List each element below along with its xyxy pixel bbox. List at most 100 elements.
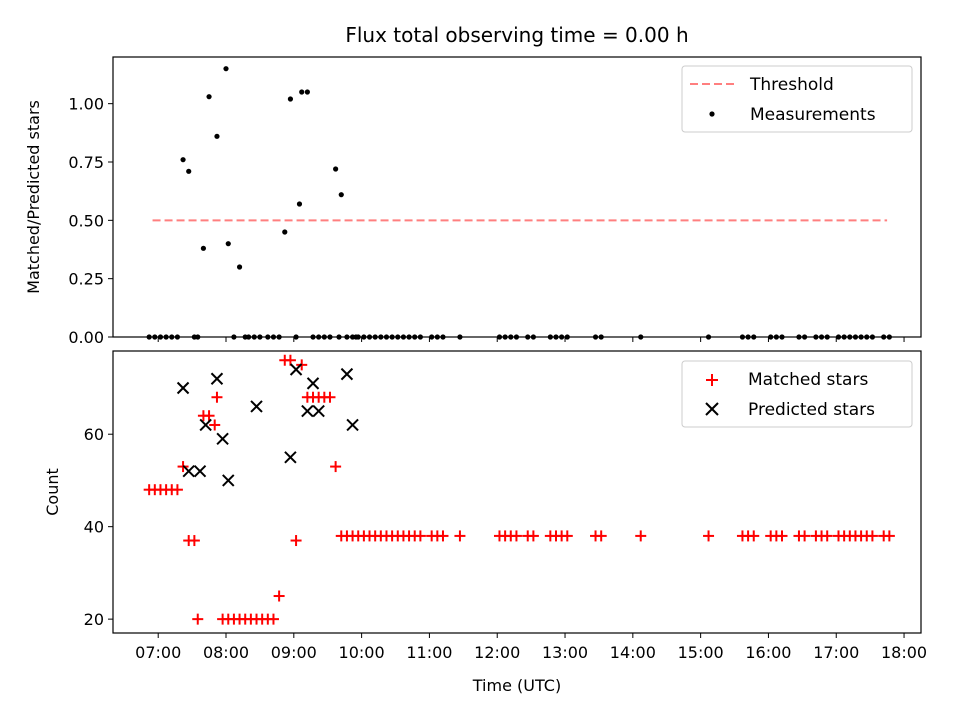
matched-star-point bbox=[748, 530, 760, 542]
matched-star-point bbox=[799, 530, 811, 542]
predicted-star-point bbox=[306, 377, 320, 390]
matched-star-point bbox=[437, 530, 449, 542]
chart-title: Flux total observing time = 0.00 h bbox=[345, 23, 688, 47]
predicted-star-point bbox=[182, 464, 195, 478]
bottom-y-tick-label: 40 bbox=[84, 518, 104, 537]
legend-matched-swatch bbox=[706, 374, 718, 386]
matched-star-point bbox=[209, 419, 221, 431]
matched-star-point bbox=[776, 530, 788, 542]
bottom-x-tick-label: 12:00 bbox=[474, 643, 520, 662]
legend-predicted-swatch bbox=[705, 402, 719, 416]
bottom-x-tick-label: 16:00 bbox=[745, 643, 791, 662]
matched-star-point bbox=[821, 530, 833, 542]
top-y-tick-label: 0.50 bbox=[68, 211, 104, 230]
legend-predicted-label: Predicted stars bbox=[748, 400, 875, 420]
predicted-star-point bbox=[284, 451, 297, 464]
matched-star-point bbox=[188, 535, 200, 547]
predicted-star-point bbox=[210, 372, 224, 385]
matched-star-point bbox=[883, 530, 895, 542]
measurement-point bbox=[223, 66, 229, 72]
bottom-x-tick-label: 14:00 bbox=[610, 643, 656, 662]
measurement-point bbox=[225, 241, 231, 247]
predicted-star-point bbox=[199, 418, 212, 432]
matched-star-point bbox=[171, 484, 183, 496]
matched-star-point bbox=[273, 590, 285, 602]
bottom-x-tick-label: 17:00 bbox=[813, 643, 859, 662]
matched-star-point bbox=[561, 530, 573, 542]
matched-star-point bbox=[527, 530, 539, 542]
bottom-x-tick-label: 15:00 bbox=[678, 643, 724, 662]
bottom-y-tick-label: 60 bbox=[84, 425, 104, 444]
measurement-point bbox=[296, 201, 303, 207]
matched-star-point bbox=[192, 613, 204, 625]
matched-star-point bbox=[595, 530, 607, 542]
bottom-y-tick-label: 20 bbox=[84, 610, 104, 629]
predicted-star-point bbox=[193, 464, 207, 478]
bottom-x-tick-label: 07:00 bbox=[135, 643, 181, 662]
bottom-legend: Matched stars Predicted stars bbox=[681, 360, 913, 428]
bottom-x-ticks: 07:00 08:00 09:00 10:00 11:00 12:00 13:00 14:00… bbox=[135, 633, 927, 662]
bottom-x-tick-label: 11:00 bbox=[406, 643, 452, 662]
measurement-point bbox=[304, 89, 310, 95]
top-y-tick-label: 1.00 bbox=[68, 95, 104, 114]
top-y-ticks: 0.00 0.25 0.50 0.75 1.00 bbox=[68, 95, 113, 347]
predicted-star-point bbox=[222, 474, 235, 487]
measurement-point bbox=[236, 264, 243, 270]
predicted-star-point bbox=[216, 432, 229, 446]
predicted-star-point bbox=[312, 404, 325, 418]
predicted-star-point bbox=[301, 404, 314, 418]
matched-star-point bbox=[454, 530, 466, 542]
measurement-point bbox=[333, 166, 339, 172]
bottom-x-tick-label: 08:00 bbox=[203, 643, 249, 662]
matched-star-point bbox=[290, 535, 302, 547]
top-legend: Threshold Measurements bbox=[681, 65, 913, 133]
matched-star-point bbox=[414, 530, 426, 542]
top-y-axis-label: Matched/Predicted stars bbox=[24, 100, 43, 294]
measurement-point bbox=[214, 133, 220, 139]
predicted-star-point bbox=[346, 418, 359, 432]
measurement-point bbox=[200, 245, 207, 251]
legend-matched-label: Matched stars bbox=[748, 370, 868, 390]
bottom-axes-frame bbox=[112, 350, 922, 634]
top-y-tick-label: 0.75 bbox=[68, 153, 104, 172]
predicted-star-point bbox=[176, 381, 190, 395]
predicted-star-point bbox=[250, 400, 263, 413]
top-legend-box bbox=[681, 65, 913, 133]
measurement-point bbox=[338, 192, 344, 198]
measurement-point bbox=[186, 168, 192, 174]
matched-star-point bbox=[267, 613, 279, 625]
bottom-plot-area bbox=[143, 354, 895, 625]
matched-star-point bbox=[324, 391, 336, 403]
top-y-tick-label: 0.00 bbox=[68, 328, 104, 347]
bottom-x-tick-label: 10:00 bbox=[339, 643, 385, 662]
matched-star-point bbox=[866, 530, 878, 542]
bottom-y-ticks: 20 40 60 bbox=[84, 425, 113, 629]
top-axes-frame bbox=[112, 56, 922, 338]
bottom-legend-box bbox=[681, 360, 913, 428]
matched-star-point bbox=[203, 410, 215, 422]
bottom-x-tick-label: 09:00 bbox=[271, 643, 317, 662]
top-x-ticks bbox=[157, 337, 905, 342]
bottom-x-tick-label: 13:00 bbox=[542, 643, 588, 662]
matched-star-point bbox=[510, 530, 522, 542]
predicted-star-point bbox=[340, 367, 354, 381]
matched-star-point bbox=[703, 530, 715, 542]
x-axis-label: Time (UTC) bbox=[472, 676, 561, 695]
bottom-y-axis-label: Count bbox=[43, 468, 62, 516]
matched-star-point bbox=[211, 391, 223, 403]
top-panel: 0.00 0.25 0.50 0.75 1.00 Matched/Predicted s… bbox=[24, 56, 922, 347]
measurement-point bbox=[299, 89, 305, 95]
matched-star-point bbox=[284, 354, 296, 366]
legend-measurements-label: Measurements bbox=[750, 105, 876, 125]
matched-star-point bbox=[330, 461, 342, 473]
predicted-star-point bbox=[289, 363, 303, 376]
measurement-point bbox=[282, 229, 288, 235]
legend-threshold-label: Threshold bbox=[749, 75, 834, 95]
measurement-point bbox=[180, 157, 186, 163]
legend-measurements-swatch bbox=[709, 111, 715, 117]
top-y-tick-label: 0.25 bbox=[68, 270, 104, 289]
bottom-panel: 07:00 08:00 09:00 10:00 11:00 12:00 13:00 14:00… bbox=[43, 350, 927, 695]
bottom-x-tick-label: 18:00 bbox=[881, 643, 927, 662]
measurement-point bbox=[287, 96, 294, 102]
